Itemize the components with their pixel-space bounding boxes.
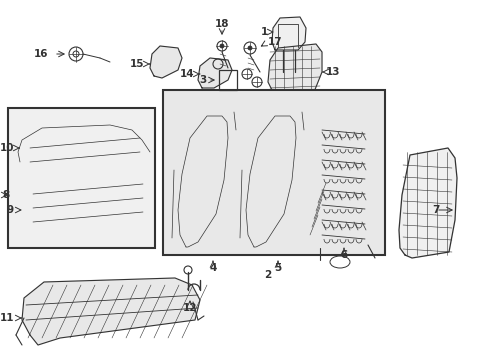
Polygon shape xyxy=(170,105,236,252)
Text: 1: 1 xyxy=(260,27,267,37)
Text: 18: 18 xyxy=(214,19,229,29)
Bar xyxy=(219,70,237,90)
Text: 10: 10 xyxy=(0,143,14,153)
Polygon shape xyxy=(198,58,231,88)
Polygon shape xyxy=(271,17,305,50)
Ellipse shape xyxy=(220,44,224,48)
Polygon shape xyxy=(150,46,182,78)
Polygon shape xyxy=(18,115,148,170)
Text: 13: 13 xyxy=(325,67,340,77)
Text: 2: 2 xyxy=(264,270,271,280)
Text: 12: 12 xyxy=(183,303,197,313)
Ellipse shape xyxy=(247,46,251,50)
Text: 14: 14 xyxy=(179,69,194,79)
Text: 17: 17 xyxy=(267,37,282,47)
Text: 15: 15 xyxy=(129,59,143,69)
Text: 6: 6 xyxy=(340,250,347,260)
Polygon shape xyxy=(307,110,374,250)
Polygon shape xyxy=(267,44,321,92)
Bar xyxy=(163,90,384,255)
Text: 5: 5 xyxy=(274,263,281,273)
Polygon shape xyxy=(238,105,304,252)
Text: 16: 16 xyxy=(34,49,48,59)
Text: 3: 3 xyxy=(199,75,206,85)
Polygon shape xyxy=(22,278,200,345)
Text: 9: 9 xyxy=(7,205,14,215)
Bar xyxy=(8,108,155,248)
Text: 11: 11 xyxy=(0,313,14,323)
Text: 7: 7 xyxy=(431,205,439,215)
Polygon shape xyxy=(398,148,456,258)
Text: 8: 8 xyxy=(2,190,9,200)
Polygon shape xyxy=(22,172,150,230)
Text: 4: 4 xyxy=(209,263,216,273)
